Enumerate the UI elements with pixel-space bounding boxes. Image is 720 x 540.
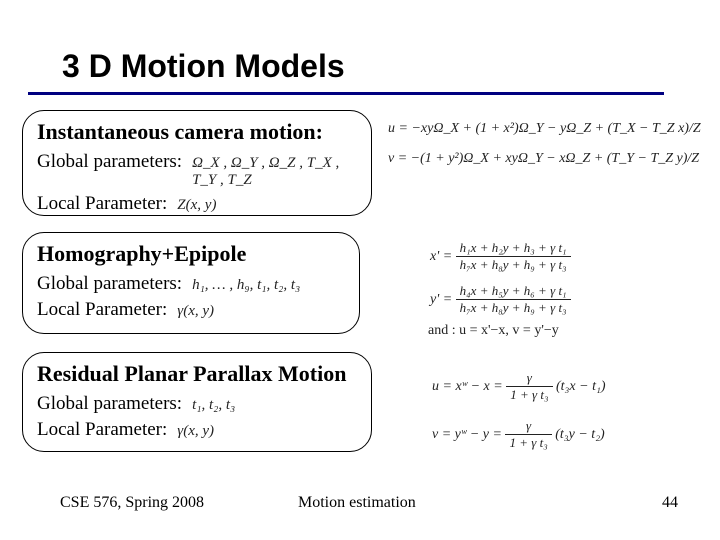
block-instantaneous: Instantaneous camera motion: Global para… xyxy=(22,110,372,216)
block3-row2: Local Parameter: γ(x, y) xyxy=(37,419,357,441)
block2-row2-math: γ(x, y) xyxy=(177,303,214,320)
block2-row2: Local Parameter: γ(x, y) xyxy=(37,299,345,321)
eq-1a: u = −xyΩ_X + (1 + x²)Ω_Y − yΩ_Z + (T_X −… xyxy=(388,120,701,138)
eq-3a: u = xʷ − x = γ 1 + γ t₃ (t₃x − t₁) xyxy=(432,370,606,404)
eq-3a-num: γ xyxy=(506,370,552,387)
block1-row1-label: Global parameters: xyxy=(37,151,182,173)
eq-1b: v = −(1 + y²)Ω_X + xyΩ_Y − xΩ_Z + (T_Y −… xyxy=(388,150,699,168)
eq-3b-den: 1 + γ t₃ xyxy=(505,435,551,451)
block1-row2: Local Parameter: Z(x, y) xyxy=(37,193,357,215)
block-homography: Homography+Epipole Global parameters: h₁… xyxy=(22,232,360,334)
eq-2b-frac: h₄x + h₅y + h₆ + γ t₁ h₇x + h₈y + h₉ + γ… xyxy=(456,283,571,317)
block3-row2-label: Local Parameter: xyxy=(37,419,167,441)
block2-row1-math: h₁, … , h₉, t₁, t₂, t₃ xyxy=(192,277,300,294)
footer-center: Motion estimation xyxy=(298,494,416,512)
eq-2b: y' = h₄x + h₅y + h₆ + γ t₁ h₇x + h₈y + h… xyxy=(430,283,571,317)
eq-2a-lhs: x' = xyxy=(430,249,456,264)
eq-2b-den: h₇x + h₈y + h₉ + γ t₃ xyxy=(456,300,571,316)
block3-header: Residual Planar Parallax Motion xyxy=(37,361,357,387)
footer-page-number: 44 xyxy=(662,494,678,512)
eq-3b-lhs: v = yʷ − y = xyxy=(432,427,505,442)
eq-2a: x' = h₁x + h₂y + h₃ + γ t₁ h₇x + h₈y + h… xyxy=(430,240,571,274)
eq-2a-num: h₁x + h₂y + h₃ + γ t₁ xyxy=(456,240,571,257)
footer-left: CSE 576, Spring 2008 xyxy=(60,494,204,512)
eq-3a-frac: γ 1 + γ t₃ xyxy=(506,370,552,404)
eq-3a-lhs: u = xʷ − x = xyxy=(432,379,506,394)
block1-row1-math: Ω_X , Ω_Y , Ω_Z , T_X , T_Y , T_Z xyxy=(192,155,357,189)
eq-3a-den: 1 + γ t₃ xyxy=(506,387,552,403)
eq-3b-num: γ xyxy=(505,418,551,435)
block1-row1: Global parameters: Ω_X , Ω_Y , Ω_Z , T_X… xyxy=(37,151,357,189)
block2-row1: Global parameters: h₁, … , h₉, t₁, t₂, t… xyxy=(37,273,345,295)
eq-2c: and : u = x'−x, v = y'−y xyxy=(428,322,559,340)
block-residual: Residual Planar Parallax Motion Global p… xyxy=(22,352,372,452)
eq-2a-frac: h₁x + h₂y + h₃ + γ t₁ h₇x + h₈y + h₉ + γ… xyxy=(456,240,571,274)
block2-row1-label: Global parameters: xyxy=(37,273,182,295)
block3-row1-label: Global parameters: xyxy=(37,393,182,415)
eq-3b-frac: γ 1 + γ t₃ xyxy=(505,418,551,452)
title-underline xyxy=(28,92,664,95)
slide-title: 3 D Motion Models xyxy=(62,48,345,85)
eq-2b-num: h₄x + h₅y + h₆ + γ t₁ xyxy=(456,283,571,300)
block2-header: Homography+Epipole xyxy=(37,241,345,267)
eq-3b-rhs: (t₃y − t₂) xyxy=(555,427,605,442)
eq-2a-den: h₇x + h₈y + h₉ + γ t₃ xyxy=(456,257,571,273)
block2-row2-label: Local Parameter: xyxy=(37,299,167,321)
eq-3b: v = yʷ − y = γ 1 + γ t₃ (t₃y − t₂) xyxy=(432,418,605,452)
block3-row1: Global parameters: t₁, t₂, t₃ xyxy=(37,393,357,415)
block1-header: Instantaneous camera motion: xyxy=(37,119,357,145)
block3-row1-math: t₁, t₂, t₃ xyxy=(192,397,235,414)
block1-row2-label: Local Parameter: xyxy=(37,193,167,215)
eq-2b-lhs: y' = xyxy=(430,292,456,307)
block1-row2-math: Z(x, y) xyxy=(177,197,216,214)
eq-3a-rhs: (t₃x − t₁) xyxy=(556,379,606,394)
block3-row2-math: γ(x, y) xyxy=(177,423,214,440)
